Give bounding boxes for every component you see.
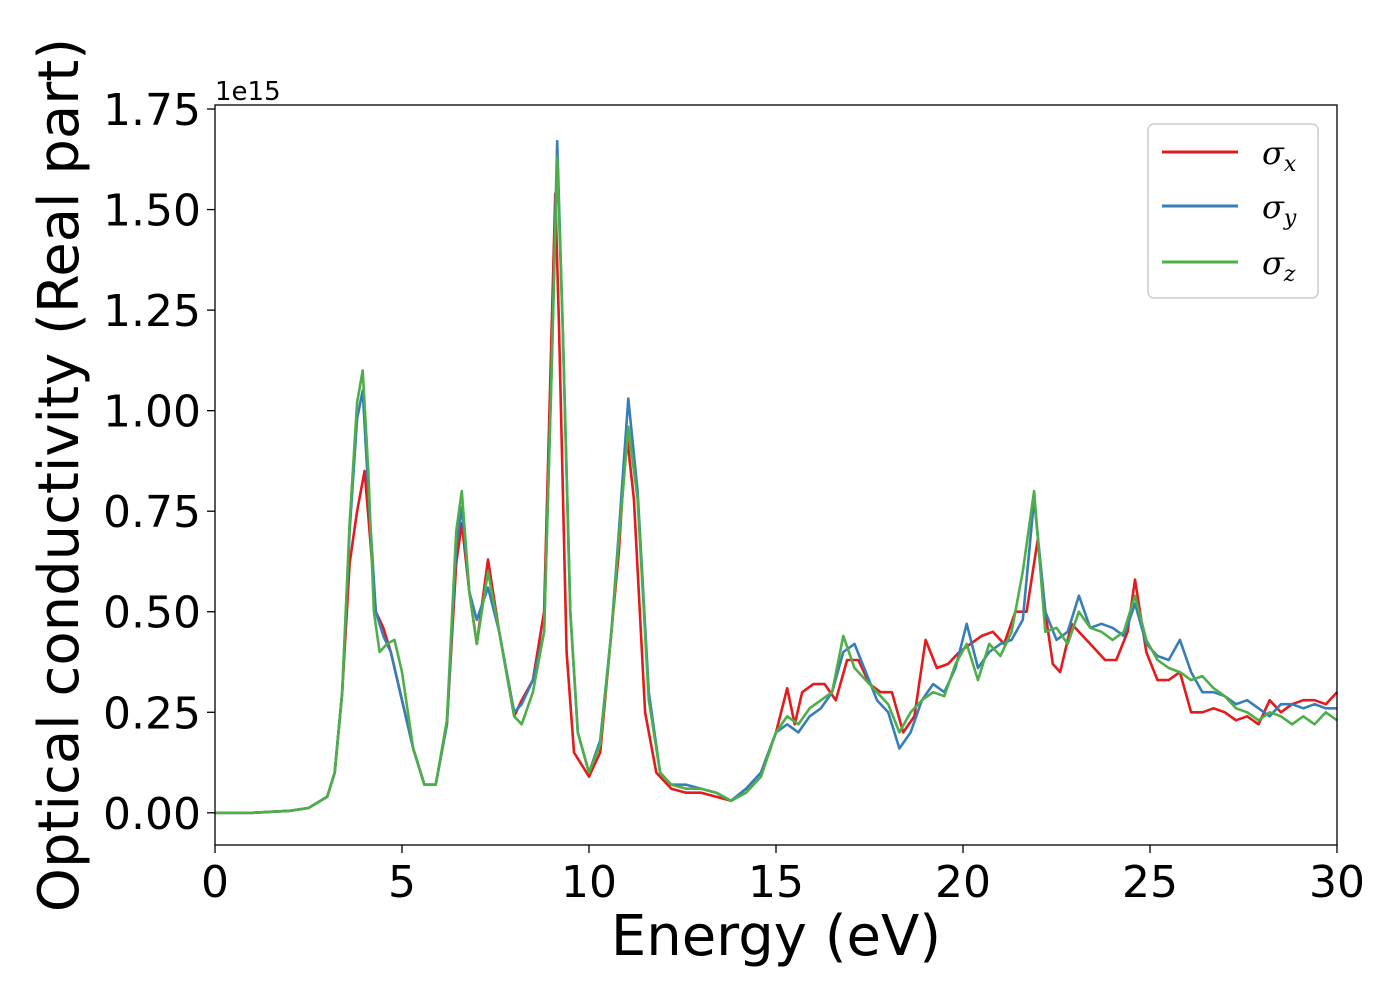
legend-sigma-z-symbol: σ	[1262, 244, 1285, 282]
y-axis-title: Optical conductivity (Real part)	[27, 38, 92, 912]
x-tick-label: 25	[1122, 857, 1178, 908]
y-tick-label: 1.25	[103, 286, 201, 337]
x-axis-ticks: 0 5 10 15 20 25 30	[201, 845, 1365, 908]
y-tick-label: 1.50	[103, 186, 201, 237]
x-tick-label: 10	[561, 857, 617, 908]
x-tick-label: 5	[388, 857, 416, 908]
legend-sigma-y-subscript: y	[1283, 206, 1297, 231]
legend-sigma-x-symbol: σ	[1262, 134, 1285, 172]
y-tick-label: 1.75	[103, 85, 201, 136]
x-tick-label: 30	[1309, 857, 1365, 908]
y-tick-label: 0.00	[103, 789, 201, 840]
y-tick-label: 0.25	[103, 688, 201, 739]
y-tick-label: 0.75	[103, 487, 201, 538]
legend-sigma-z-subscript: z	[1283, 262, 1296, 287]
y-tick-label: 1.00	[103, 387, 201, 438]
legend-sigma-y-symbol: σ	[1262, 188, 1285, 226]
legend-label-sigma-y: σy	[1262, 188, 1297, 231]
y-tick-label: 0.50	[103, 588, 201, 639]
x-axis-title: Energy (eV)	[611, 904, 941, 969]
x-tick-label: 20	[935, 857, 991, 908]
legend-box	[1147, 123, 1319, 299]
legend-label-sigma-x: σx	[1262, 134, 1297, 177]
legend-sigma-x-subscript: x	[1284, 152, 1297, 177]
y-axis-ticks: 0.00 0.25 0.50 0.75 1.00 1.25 1.50 1.75	[103, 85, 215, 840]
series-lines	[215, 139, 1338, 815]
legend-label-sigma-z: σz	[1262, 244, 1296, 287]
y-offset-label: 1e15	[215, 77, 281, 107]
series-line-sigma-z	[215, 156, 1338, 815]
legend: σx σy σz	[1147, 123, 1319, 299]
x-tick-label: 15	[748, 857, 804, 908]
x-tick-label: 0	[201, 857, 229, 908]
